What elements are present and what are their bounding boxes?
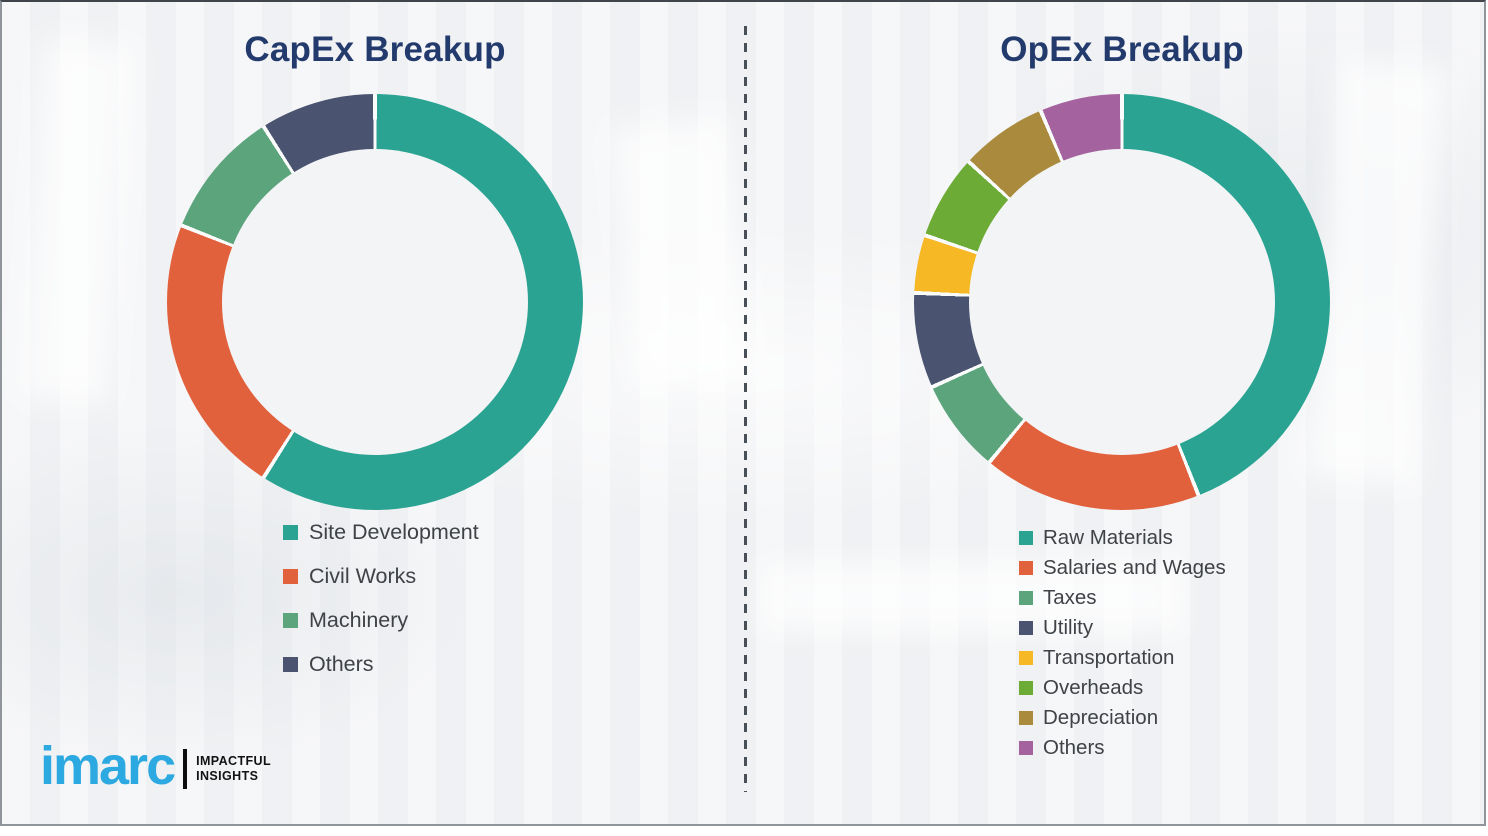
watermark-streak (19, 39, 135, 405)
capex-donut-hole (222, 149, 528, 455)
legend-item: Others (1019, 733, 1226, 763)
legend-item: Overheads (1019, 673, 1226, 703)
legend-swatch (1019, 741, 1033, 755)
legend-swatch (283, 568, 298, 584)
legend-item: Depreciation (1019, 703, 1226, 733)
legend-swatch (1019, 621, 1033, 635)
legend-label: Site Development (309, 519, 479, 544)
watermark-streak (608, 116, 756, 388)
legend-item: Civil Works (283, 554, 479, 598)
logo-tagline: IMPACTFUL INSIGHTS (196, 754, 271, 784)
legend-item: Salaries and Wages (1019, 553, 1226, 583)
legend-item: Site Development (283, 510, 479, 554)
capex-legend: Site Development Civil Works Machinery Othe… (283, 510, 479, 686)
dashed-divider (744, 26, 747, 792)
legend-label: Others (309, 651, 374, 676)
legend-swatch (1019, 651, 1033, 665)
legend-label: Civil Works (309, 563, 417, 588)
opex-legend: Raw Materials Salaries and Wages Taxes Util… (1019, 523, 1226, 763)
logo-tagline-line2: INSIGHTS (196, 769, 259, 783)
legend-label: Overheads (1043, 676, 1144, 699)
legend-swatch (283, 656, 298, 672)
legend-item: Taxes (1019, 583, 1226, 613)
capex-donut-chart (167, 94, 583, 510)
legend-item: Utility (1019, 613, 1226, 643)
legend-item: Transportation (1019, 643, 1226, 673)
legend-swatch (283, 524, 298, 540)
legend-label: Transportation (1043, 646, 1175, 669)
imarc-logo-wordmark: imarc (40, 736, 176, 796)
legend-swatch (283, 612, 298, 628)
legend-swatch (1019, 681, 1033, 695)
legend-item: Others (283, 642, 479, 686)
legend-swatch (1019, 531, 1033, 545)
logo-divider-bar (183, 749, 188, 789)
legend-swatch (1019, 561, 1033, 575)
opex-chart-title: OpEx Breakup (1000, 30, 1244, 69)
legend-label: Others (1043, 736, 1105, 759)
opex-donut-chart (914, 94, 1330, 510)
capex-chart-title: CapEx Breakup (244, 30, 506, 69)
logo-tagline-line1: IMPACTFUL (196, 754, 271, 768)
legend-swatch (1019, 711, 1033, 725)
opex-donut-hole (969, 149, 1275, 455)
imarc-logo: imarc IMPACTFUL INSIGHTS (40, 738, 271, 794)
legend-label: Depreciation (1043, 706, 1159, 729)
legend-label: Salaries and Wages (1043, 556, 1226, 579)
legend-label: Raw Materials (1043, 526, 1173, 549)
legend-label: Machinery (309, 607, 409, 632)
legend-swatch (1019, 591, 1033, 605)
legend-item: Machinery (283, 598, 479, 642)
legend-label: Utility (1043, 616, 1094, 639)
legend-item: Raw Materials (1019, 523, 1226, 553)
legend-label: Taxes (1043, 586, 1097, 609)
